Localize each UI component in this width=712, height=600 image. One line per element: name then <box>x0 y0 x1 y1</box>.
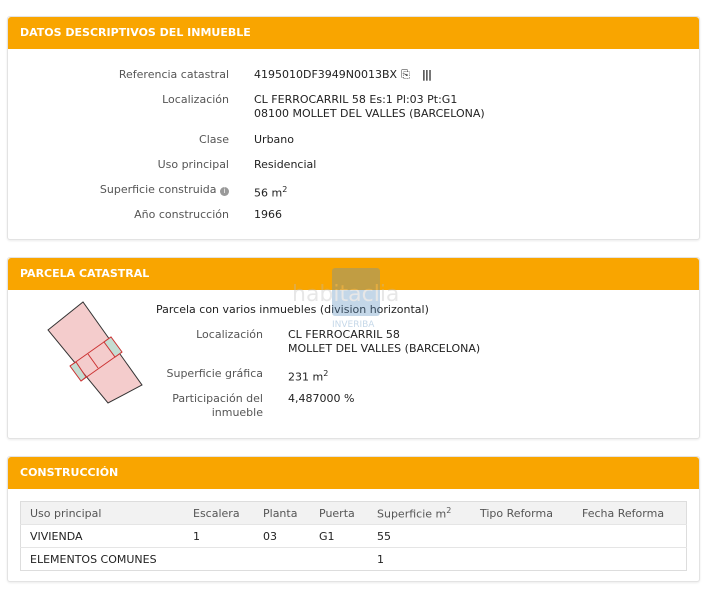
parcel-outline <box>47 301 143 404</box>
row-referencia: Referencia catastral 4195010DF3949N0013B… <box>0 68 432 82</box>
row-superficie-grafica: Superficie gráfica 231 m2 <box>0 367 329 385</box>
label: Superficie construida <box>99 183 217 196</box>
label: Localización <box>196 328 263 341</box>
parcel-map <box>47 301 143 404</box>
cell: 55 <box>368 524 471 548</box>
col-uso: Uso principal <box>20 501 184 525</box>
col-fecha-reforma: Fecha Reforma <box>573 501 687 525</box>
row-superficie: Superficie construida i 56 m2 <box>0 183 287 201</box>
cell <box>471 524 573 548</box>
label: Año construcción <box>134 208 229 221</box>
cell: 03 <box>254 524 310 548</box>
value: CL FERROCARRIL 58 Es:1 Pl:03 Pt:G1 <box>254 93 458 106</box>
value: CL FERROCARRIL 58 <box>288 328 400 341</box>
construccion-table: Uso principal Escalera Planta Puerta Sup… <box>20 501 687 571</box>
col-planta: Planta <box>254 501 310 525</box>
label: Uso principal <box>157 158 229 171</box>
row-clase: Clase Urbano <box>0 133 294 147</box>
cell <box>254 547 310 571</box>
col-superficie: Superficie m2 <box>368 501 471 525</box>
datos-panel: DATOS DESCRIPTIVOS DEL INMUEBLE <box>7 16 700 240</box>
row-localizacion: Localización CL FERROCARRIL 58 Es:1 Pl:0… <box>0 93 485 121</box>
label: Superficie gráfica <box>166 367 264 380</box>
cell: 1 <box>368 547 471 571</box>
cell <box>573 524 687 548</box>
cell: G1 <box>310 524 368 548</box>
label: Clase <box>199 133 229 146</box>
col-escalera: Escalera <box>184 501 254 525</box>
row-parcela-localizacion: Localización CL FERROCARRIL 58 MOLLET DEL… <box>0 328 480 356</box>
table-row: ELEMENTOS COMUNES 1 <box>20 547 687 571</box>
cell: ELEMENTOS COMUNES <box>20 547 184 571</box>
value: 231 m <box>288 370 324 384</box>
value: 1966 <box>254 208 282 221</box>
value: 4,487000 % <box>288 392 355 405</box>
row-ano: Año construcción 1966 <box>0 208 282 222</box>
value-line2: 08100 MOLLET DEL VALLES (BARCELONA) <box>254 107 485 120</box>
col-tipo-reforma: Tipo Reforma <box>471 501 573 525</box>
value-line2: MOLLET DEL VALLES (BARCELONA) <box>288 342 481 355</box>
value: Urbano <box>254 133 294 146</box>
col-puerta: Puerta <box>310 501 368 525</box>
cell: VIVIENDA <box>20 524 184 548</box>
construccion-panel: CONSTRUCCIÓN Uso principal Escalera Plan… <box>7 456 700 582</box>
cell: 1 <box>184 524 254 548</box>
row-participacion: Participación del inmueble 4,487000 % <box>0 392 354 420</box>
cell <box>184 547 254 571</box>
info-icon[interactable]: i <box>220 187 229 196</box>
cell <box>573 547 687 571</box>
parcela-subtitle: Parcela con varios inmuebles (division h… <box>156 303 429 316</box>
label: Referencia catastral <box>118 68 229 81</box>
label: Localización <box>162 93 229 106</box>
label-line2: inmueble <box>211 406 263 419</box>
row-uso: Uso principal Residencial <box>0 158 317 172</box>
table-header-row: Uso principal Escalera Planta Puerta Sup… <box>20 501 687 525</box>
unit-sup: 2 <box>323 369 329 378</box>
cell <box>471 547 573 571</box>
construccion-header: CONSTRUCCIÓN <box>8 457 699 489</box>
label: Participación del <box>172 392 263 405</box>
barcode-icon[interactable]: ||| <box>421 68 432 81</box>
value: Residencial <box>254 158 317 171</box>
unit-sup: 2 <box>282 185 288 194</box>
parcela-panel: PARCELA CATASTRAL <box>7 257 700 439</box>
cell <box>310 547 368 571</box>
value: 4195010DF3949N0013BX <box>254 68 398 81</box>
copy-icon[interactable]: ⎘ <box>401 68 410 81</box>
parcela-header: PARCELA CATASTRAL <box>8 258 699 290</box>
table-row: VIVIENDA 1 03 G1 55 <box>20 524 687 548</box>
value: 56 m <box>254 186 283 200</box>
datos-header: DATOS DESCRIPTIVOS DEL INMUEBLE <box>8 17 699 49</box>
